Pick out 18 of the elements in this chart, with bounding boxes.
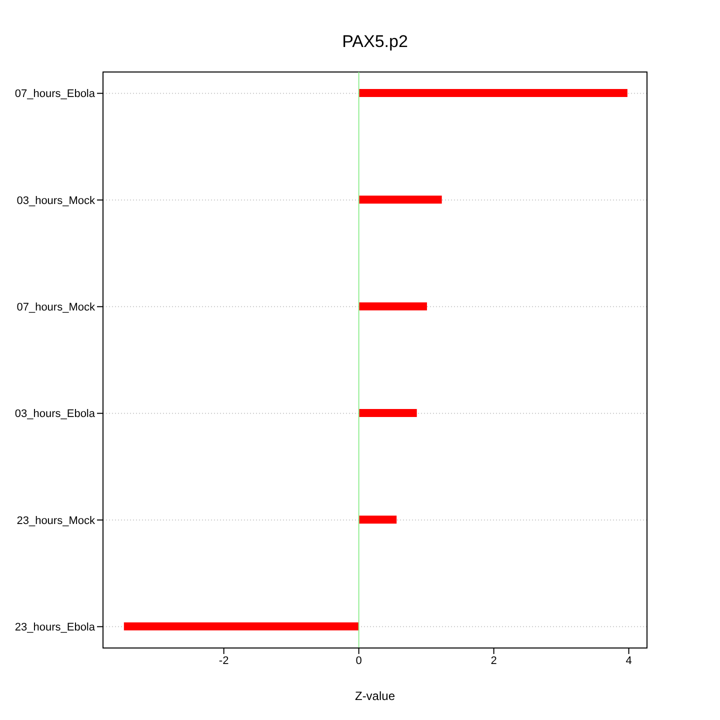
x-tick-label: 2 <box>490 654 497 667</box>
x-tick-label: 0 <box>356 654 362 667</box>
x-axis-title: Z-value <box>354 689 396 703</box>
y-tick-label: 03_hours_Mock <box>16 194 96 207</box>
y-tick-label: 07_hours_Mock <box>16 302 96 314</box>
y-tick-label: 23_hours_Ebola <box>14 622 96 634</box>
chart-title: PAX5.p2 <box>341 32 409 52</box>
y-tick-label: 03_hours_Ebola <box>14 408 96 420</box>
y-tick-label: 23_hours_Mock <box>16 514 96 527</box>
bar <box>358 89 628 97</box>
y-tick-label: 07_hours_Ebola <box>14 88 96 100</box>
bar <box>358 302 427 310</box>
x-tick-label: 4 <box>626 654 632 667</box>
bar <box>358 516 397 524</box>
bar <box>358 409 417 417</box>
bar <box>358 196 442 204</box>
x-tick-label: -2 <box>218 654 229 667</box>
bar <box>124 622 359 630</box>
